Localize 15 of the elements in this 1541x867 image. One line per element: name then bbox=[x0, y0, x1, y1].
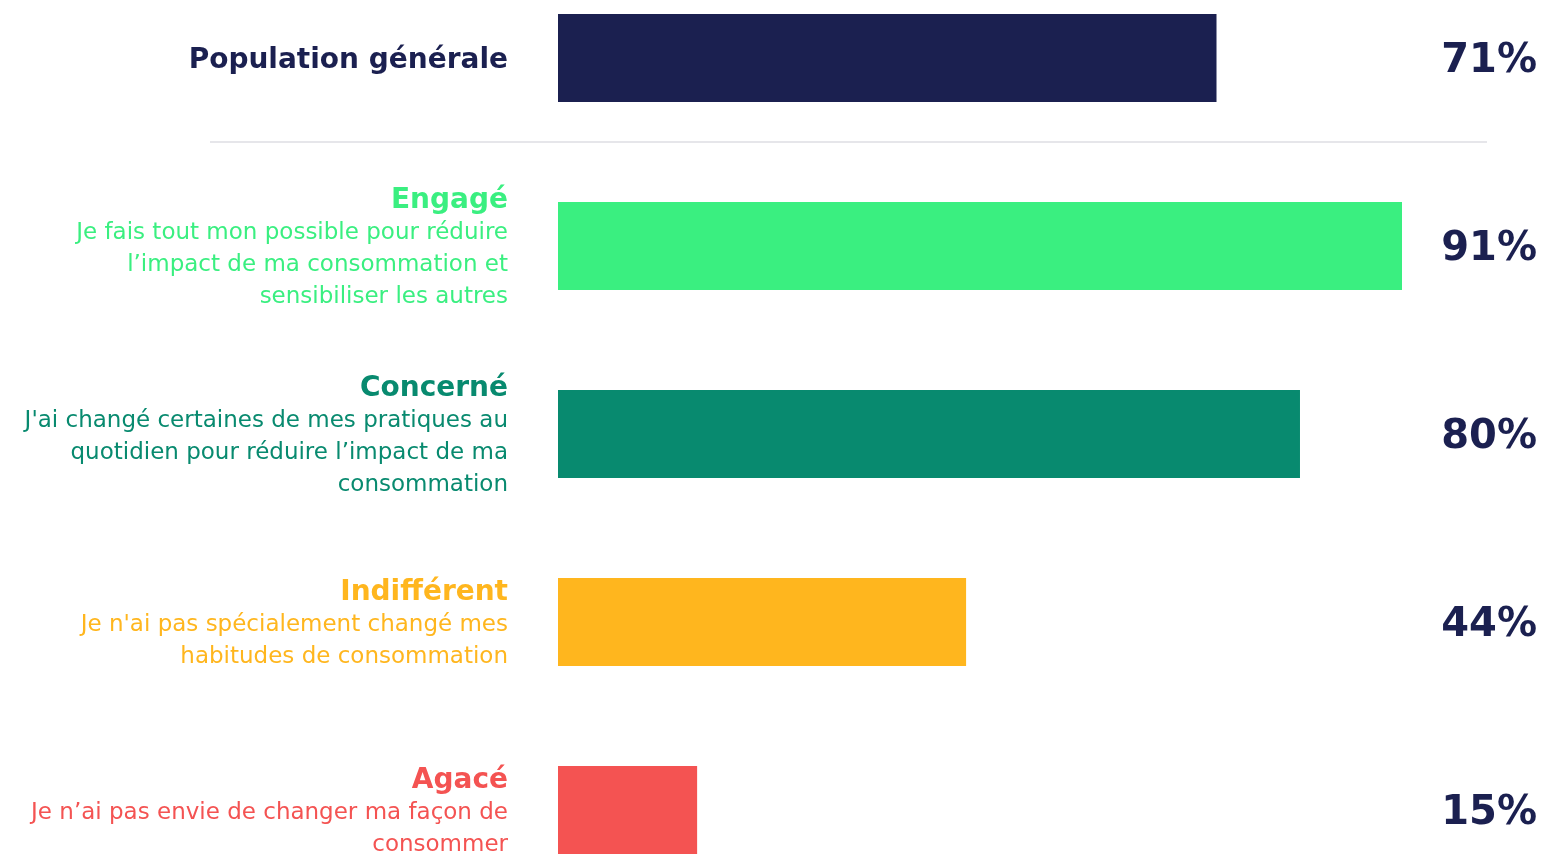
bar bbox=[558, 14, 1217, 102]
data-label: 44% bbox=[1441, 599, 1537, 645]
bar bbox=[558, 766, 698, 854]
y-tick-label: Concerné J'ai changé certaines de mes pratiques au quotidien pour réduire l’impact de ma consommation bbox=[22, 370, 508, 496]
bar bbox=[558, 390, 1300, 478]
data-label: 71% bbox=[1441, 35, 1537, 81]
y-tick-label: Population générale bbox=[188, 42, 508, 75]
data-label: 80% bbox=[1441, 411, 1537, 457]
y-tick-label: Indifférent Je n'ai pas spécialement changé mes habitudes de consommation bbox=[78, 574, 508, 668]
data-label: 15% bbox=[1441, 787, 1537, 833]
y-tick-label: Agacé Je n’ai pas envie de changer ma façon de consommer bbox=[29, 762, 509, 856]
y-tick-label: Engagé Je fais tout mon possible pour réduire l’impact de ma consommation et sensibiliser les autres bbox=[74, 182, 508, 308]
data-label: 91% bbox=[1441, 223, 1537, 269]
bar bbox=[558, 202, 1402, 290]
bar bbox=[558, 578, 967, 666]
